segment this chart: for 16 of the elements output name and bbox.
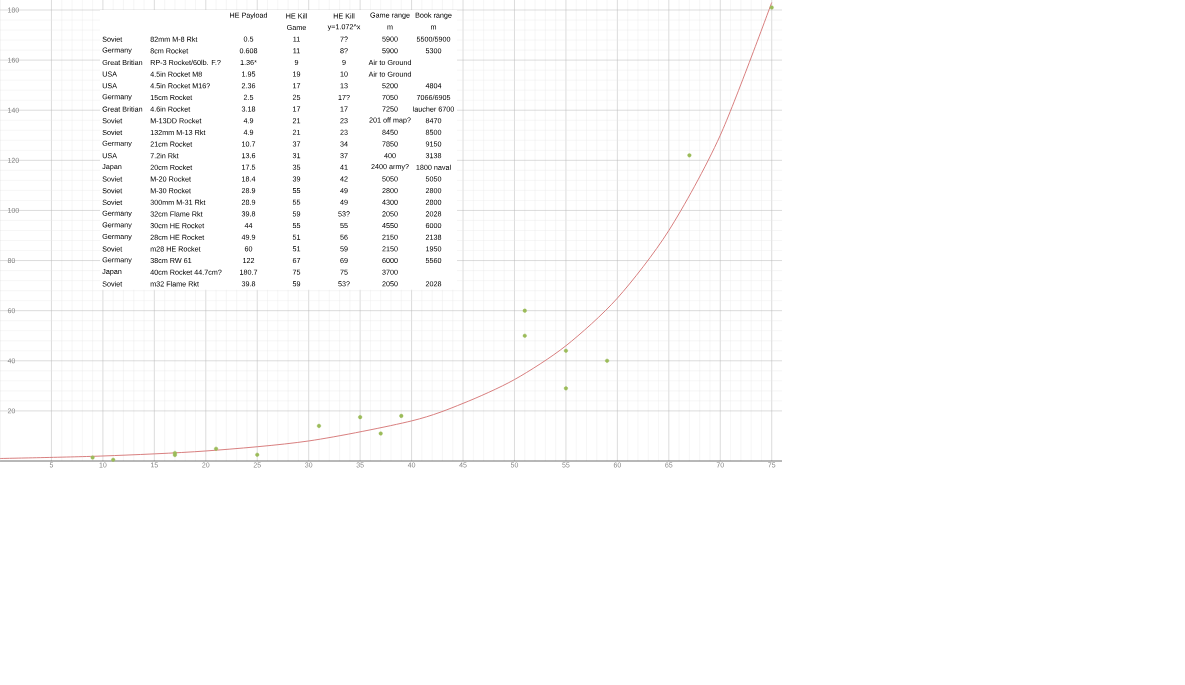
line-series bbox=[0, 2, 773, 459]
point bbox=[605, 358, 610, 363]
point bbox=[399, 413, 404, 418]
point bbox=[378, 431, 383, 436]
point bbox=[316, 423, 321, 428]
point bbox=[90, 455, 95, 460]
point bbox=[111, 457, 116, 462]
point bbox=[687, 153, 692, 158]
point bbox=[563, 348, 568, 353]
point bbox=[522, 308, 527, 313]
point bbox=[563, 386, 568, 391]
point bbox=[255, 452, 260, 457]
point bbox=[769, 5, 774, 10]
point bbox=[214, 446, 219, 451]
point bbox=[522, 333, 527, 338]
point bbox=[358, 415, 363, 420]
